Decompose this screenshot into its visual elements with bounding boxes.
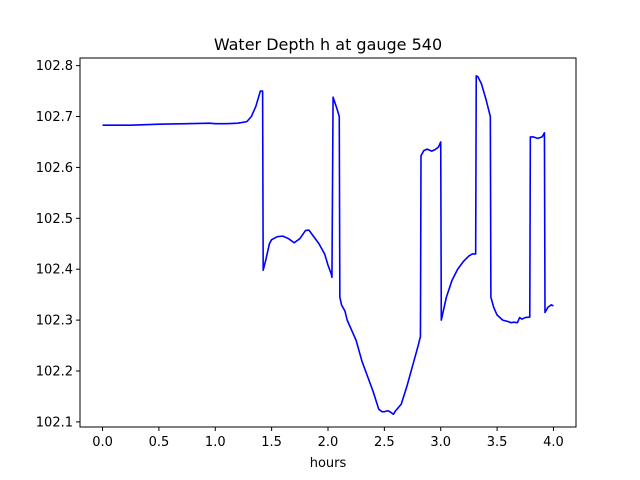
y-tick-label: 102.5 [36, 212, 73, 227]
series-line-0 [102, 75, 554, 416]
x-tick-label: 0.0 [92, 435, 113, 450]
x-axis-label: hours [310, 456, 347, 471]
y-axis: 102.1 102.2 102.3 102.4 102.5 102.6 102.7 102.8 [36, 59, 80, 430]
x-tick-label: 1.5 [261, 435, 282, 450]
plot-frame [79, 57, 577, 428]
x-tick-label: 3.5 [487, 435, 508, 450]
y-tick-label: 102.6 [36, 161, 73, 176]
x-tick-label: 4.0 [543, 435, 564, 450]
x-tick-label: 3.0 [430, 435, 451, 450]
y-tick-label: 102.7 [36, 110, 73, 125]
y-tick-label: 102.4 [36, 263, 73, 278]
y-tick-label: 102.3 [36, 314, 73, 329]
x-tick-label: 1.0 [205, 435, 226, 450]
y-tick-label: 102.8 [36, 59, 73, 74]
y-tick-label: 102.2 [36, 365, 73, 380]
x-tick-label: 2.5 [374, 435, 395, 450]
x-tick-label: 2.0 [318, 435, 339, 450]
chart-title: Water Depth h at gauge 540 [214, 35, 442, 54]
y-tick-label: 102.1 [36, 415, 73, 430]
x-axis: 0.0 0.5 1.0 1.5 2.0 2.5 3.0 3.5 4.0 [92, 427, 564, 450]
plot-area [79, 57, 577, 428]
x-tick-label: 0.5 [149, 435, 170, 450]
